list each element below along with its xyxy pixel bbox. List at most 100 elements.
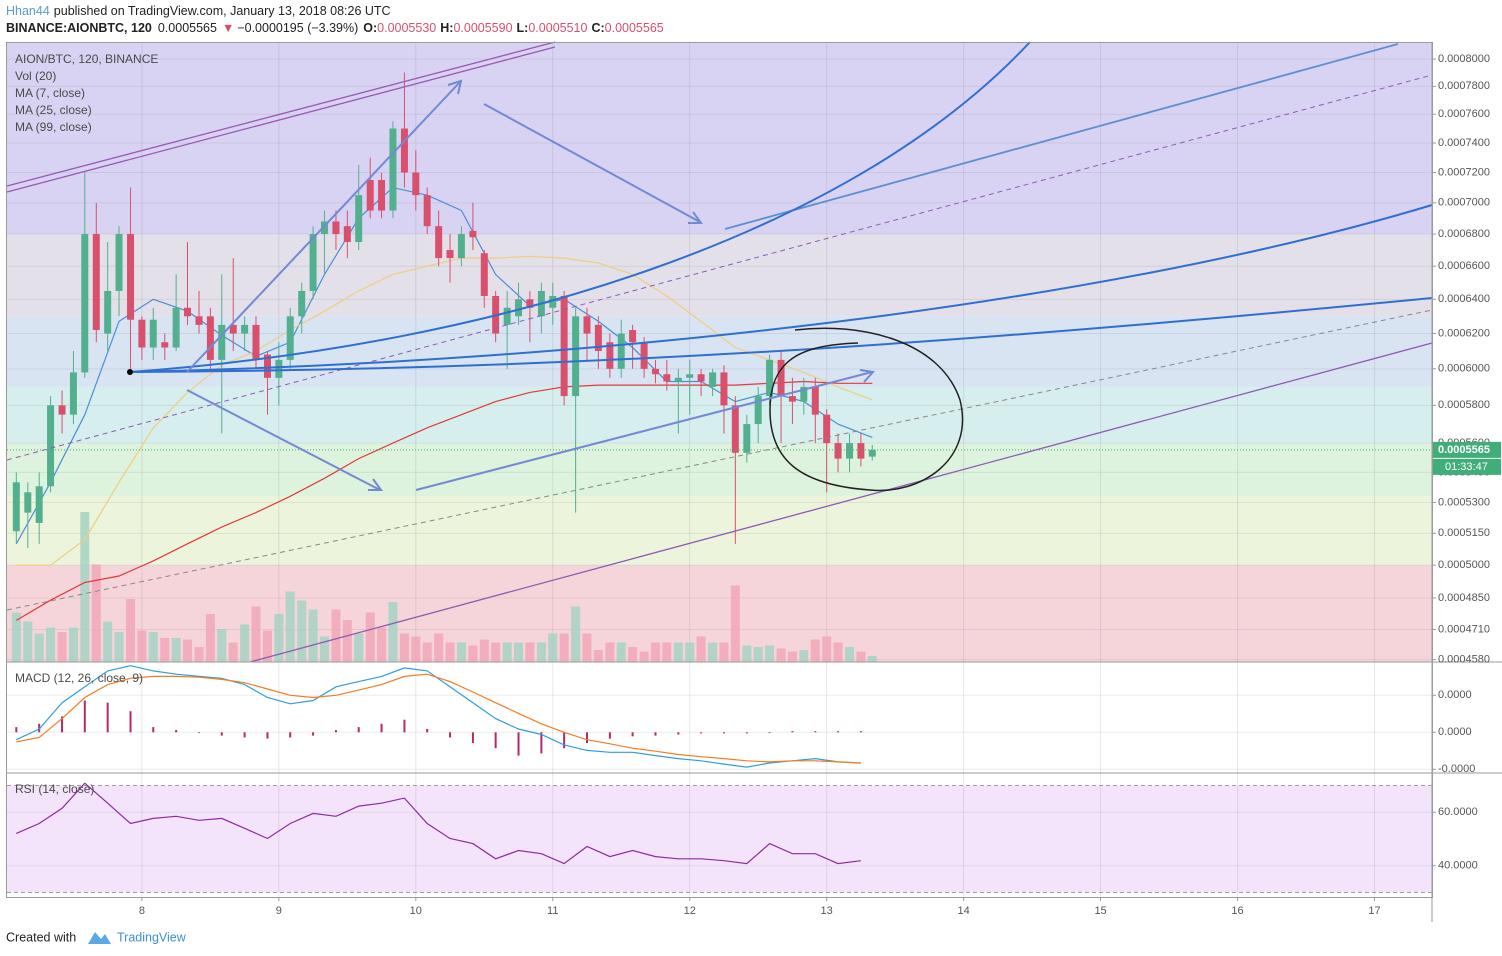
macd-histogram-bar: [357, 727, 360, 733]
macd-histogram-bar: [243, 732, 246, 738]
macd-histogram-bar: [198, 732, 201, 734]
candle-body: [606, 342, 614, 369]
macd-histogram-bar: [289, 732, 292, 738]
volume-bar: [23, 621, 33, 662]
candle-body: [115, 234, 123, 291]
legend-entry: Vol (20): [15, 69, 56, 83]
volume-bar: [194, 647, 204, 662]
macd-histogram-bar: [859, 731, 862, 733]
candle-body: [709, 372, 717, 387]
countdown-box: [1433, 458, 1501, 475]
last-price-box: [1433, 441, 1501, 458]
legend-entry: MA (25, close): [15, 103, 92, 117]
candle-body: [320, 221, 328, 235]
x-tick-label: 14: [957, 905, 969, 917]
candle-body: [857, 443, 865, 459]
ohlc-key: L:: [517, 21, 529, 35]
volume-bar: [46, 627, 56, 662]
y-tick-label: 0.0007200: [1438, 166, 1490, 178]
macd-histogram-bar: [471, 732, 474, 744]
volume-bar: [571, 606, 581, 662]
macd-histogram-bar: [106, 702, 109, 733]
last-price-label: 0.0005565: [1438, 444, 1490, 456]
volume-bar: [491, 642, 501, 662]
x-tick-label: 11: [547, 905, 558, 917]
macd-histogram-bar: [266, 732, 269, 739]
ellipse: [769, 327, 964, 492]
rsi-band: [7, 785, 1432, 893]
ohlc-value: 0.0005510: [528, 21, 587, 35]
volume-bar: [342, 620, 352, 662]
volume-bar: [525, 642, 535, 662]
macd-histogram-bar: [517, 732, 520, 756]
candle-body: [640, 342, 648, 369]
y-tick-label: 40.0000: [1438, 860, 1478, 872]
candle-body: [846, 443, 854, 459]
ohlc-key: H:: [440, 21, 453, 35]
arrow-head: [688, 211, 703, 224]
volume-bar: [80, 512, 90, 662]
macd-histogram-bar: [334, 730, 337, 733]
volume-bar: [274, 614, 284, 662]
line: [16, 255, 873, 566]
macd-histogram-bar: [61, 716, 64, 733]
macd-histogram-bar: [814, 731, 817, 733]
macd-histogram-bar: [403, 719, 406, 733]
volume-bar: [126, 599, 136, 662]
candle-body: [743, 424, 751, 453]
arrow: [483, 103, 701, 223]
legend-entry: MA (7, close): [15, 86, 85, 100]
y-tick-label: -0.0000: [1438, 763, 1475, 775]
line: [16, 782, 861, 865]
candle-body: [572, 316, 580, 397]
volume-bar: [719, 642, 729, 662]
volume-bar: [502, 642, 512, 662]
volume-bar: [183, 639, 193, 662]
y-tick-label: 0.0007600: [1438, 108, 1490, 120]
arrow: [186, 81, 461, 373]
volume-bar: [456, 642, 466, 662]
ohlc-value: 0.0005565: [605, 21, 664, 35]
volume-bar: [388, 602, 398, 662]
candle-body: [766, 359, 774, 397]
macd-histogram-bar: [38, 723, 41, 733]
author: Hhan44: [6, 4, 50, 18]
macd-histogram-bar: [220, 732, 223, 736]
volume-bar: [285, 591, 295, 662]
ohlc-key: O:: [363, 21, 377, 35]
candle-body: [241, 324, 249, 334]
candle-body: [868, 449, 876, 457]
volume-bar: [228, 642, 238, 662]
volume-bar: [240, 624, 250, 662]
pane-title: MACD (12, 26, close, 9): [15, 671, 143, 685]
volume-bar: [365, 612, 375, 662]
macd-histogram-bar: [700, 732, 703, 734]
candle-body: [594, 324, 602, 352]
header-line: Hhan44 published on TradingView.com, Janu…: [6, 4, 391, 18]
user-drawings: [6, 41, 1433, 663]
change-arrow: ▼: [222, 21, 234, 35]
candle-body: [366, 179, 374, 211]
volume-bar: [696, 636, 706, 662]
pane-title: AION/BTC, 120, BINANCE: [15, 52, 158, 66]
volume-bar: [103, 621, 113, 662]
candle-body: [12, 482, 20, 532]
curve: [129, 297, 1433, 373]
macd-histogram-bar: [654, 732, 657, 736]
candle-body: [252, 324, 260, 360]
candle-body: [412, 172, 420, 196]
candle-body: [69, 372, 77, 415]
volume-bar: [137, 630, 147, 662]
pane-title: RSI (14, close): [15, 782, 94, 796]
candle-body: [686, 374, 694, 378]
candle-body: [378, 179, 386, 211]
macd-histogram-bar: [768, 732, 771, 734]
candle-body: [720, 372, 728, 406]
y-tick-label: 0.0000: [1438, 689, 1472, 701]
volume-bar: [297, 600, 307, 662]
volume-bar: [685, 642, 695, 662]
candle-body: [446, 249, 454, 259]
candle-body: [674, 377, 682, 382]
y-tick-label: 60.0000: [1438, 806, 1478, 818]
